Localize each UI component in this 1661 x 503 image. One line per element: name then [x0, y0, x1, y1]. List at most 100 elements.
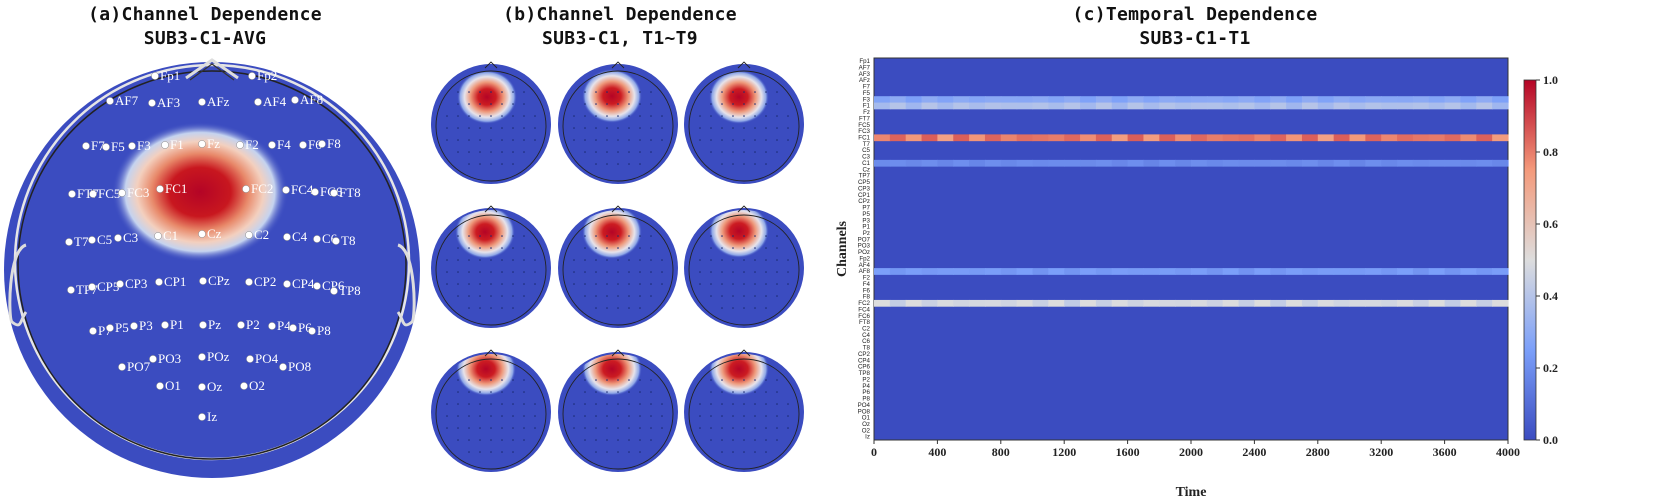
topomap-electrode-dot — [787, 139, 789, 141]
heatmap-cell-f1 — [905, 102, 923, 110]
topomap-electrode-dot — [650, 151, 652, 153]
topomap-electrode-dot — [584, 235, 586, 237]
topomap-electrode-dot — [628, 103, 630, 105]
topomap-electrode-dot — [754, 115, 756, 117]
topomap-electrode-dot — [523, 427, 525, 429]
topomap-electrode-dot — [732, 427, 734, 429]
heatmap-cell-c1 — [1159, 159, 1176, 167]
electrode-c4-dot — [283, 233, 291, 241]
heatmap-cell-fc2 — [1428, 299, 1446, 307]
topomap-electrode-dot — [699, 271, 701, 273]
channel-tick-fc4: FC4 — [858, 306, 870, 313]
heatmap-cell-c1 — [1080, 159, 1097, 167]
heatmap-cell-af8 — [874, 268, 891, 275]
topomap-electrode-dot — [584, 295, 586, 297]
x-tick-label: 1200 — [1052, 445, 1076, 459]
topomap-electrode-dot — [606, 247, 608, 249]
topomap-electrode-dot — [523, 259, 525, 261]
topomap-electrode-dot — [743, 415, 745, 417]
heatmap-cell-af8 — [953, 268, 970, 275]
topomap-electrode-dot — [754, 259, 756, 261]
topomap-electrode-dot — [479, 151, 481, 153]
topomap-electrode-dot — [512, 127, 514, 129]
heatmap-cell-fc2 — [1191, 299, 1208, 307]
topomap-electrode-dot — [699, 415, 701, 417]
channel-tick-fz: Fz — [863, 109, 870, 116]
topomap-electrode-dot — [468, 103, 470, 105]
heatmap-cell-c1 — [937, 159, 954, 167]
topomap-electrode-dot — [573, 139, 575, 141]
heatmap-cell-fc2 — [1492, 299, 1509, 307]
electrode-p2-label: P2 — [246, 317, 260, 332]
electrode-iz-dot — [198, 413, 206, 421]
topomap-electrode-dot — [710, 439, 712, 441]
x-axis-label: Time — [1176, 485, 1207, 500]
heatmap-cell-fc1 — [1238, 134, 1255, 142]
topomap-electrode-dot — [639, 139, 641, 141]
topomap-electrode-dot — [457, 151, 459, 153]
topomap-electrode-dot — [628, 139, 630, 141]
topomap-electrode-dot — [490, 307, 492, 309]
topomap-electrode-dot — [639, 247, 641, 249]
heatmap-cell-f3 — [1412, 96, 1430, 103]
heatmap-cell-fc2 — [1460, 299, 1477, 307]
channel-tick-cp3: CP3 — [858, 185, 871, 192]
topomap-electrode-dot — [490, 415, 492, 417]
topomap-electrode-dot — [479, 259, 481, 261]
topomap-electrode-dot — [512, 151, 514, 153]
topomap-electrode-dot — [639, 427, 641, 429]
heatmap-cell-c1 — [1349, 159, 1366, 167]
topomap-electrode-dot — [606, 403, 608, 405]
topomap-electrode-dot — [617, 91, 619, 93]
channel-tick-fc2: FC2 — [858, 300, 870, 307]
heatmap-cell-fc2 — [1365, 299, 1382, 307]
heatmap-cell-fc2 — [1048, 299, 1065, 307]
nose-icon — [484, 205, 498, 213]
heatmap-cell-fc1 — [1127, 134, 1145, 142]
topomap-electrode-dot — [765, 127, 767, 129]
topomap-electrode-dot — [523, 247, 525, 249]
heatmap-cell-f1 — [1095, 102, 1113, 110]
topomap-electrode-dot — [606, 103, 608, 105]
topomap-electrode-dot — [512, 415, 514, 417]
topomap-electrode-dot — [639, 163, 641, 165]
channel-tick-p7: P7 — [862, 205, 870, 212]
electrode-po4-dot — [246, 355, 254, 363]
heatmap-cell-c1 — [1397, 159, 1414, 167]
topomap-electrode-dot — [457, 403, 459, 405]
topomap-trial-t8 — [558, 349, 678, 472]
topomap-electrode-dot — [490, 103, 492, 105]
topomap-electrode-dot — [468, 379, 470, 381]
topomap-electrode-dot — [457, 295, 459, 297]
heatmap-cell-fc1 — [1381, 134, 1398, 142]
heatmap-cell-f3 — [1397, 96, 1414, 103]
topomap-electrode-dot — [523, 151, 525, 153]
heatmap-cell-f3 — [1317, 96, 1335, 103]
topomap-ring — [435, 214, 547, 326]
topomap-electrode-dot — [595, 451, 597, 453]
topomap-electrode-dot — [776, 139, 778, 141]
topomap-electrode-dot — [523, 391, 525, 393]
topomap-electrode-dot — [468, 391, 470, 393]
topomap-electrode-dot — [661, 271, 663, 273]
colorbar — [1523, 79, 1537, 441]
heatmap-cell-af8 — [889, 268, 907, 275]
electrode-tp8-label: TP8 — [339, 283, 361, 298]
topomap-electrode-dot — [595, 91, 597, 93]
topomap-trial-t5 — [558, 205, 678, 328]
topomap-electrode-dot — [490, 391, 492, 393]
topomap-ring — [562, 214, 674, 326]
heatmap-cell-af8 — [1492, 268, 1509, 275]
topomap-electrode-dot — [754, 391, 756, 393]
channel-tick-c6: C6 — [862, 338, 870, 345]
topomap-electrode-dot — [512, 283, 514, 285]
topomap-electrode-dot — [606, 427, 608, 429]
y-axis-label: Channels — [835, 220, 850, 277]
heatmap-cell-fc1 — [1159, 134, 1176, 142]
channel-tick-po3: PO3 — [858, 243, 871, 250]
topomap-electrode-dot — [650, 115, 652, 117]
heatmap-cell-af8 — [1428, 268, 1446, 275]
heatmap-cell-c1 — [1206, 159, 1224, 167]
topomap-electrode-dot — [710, 259, 712, 261]
topomap-electrode-dot — [710, 139, 712, 141]
